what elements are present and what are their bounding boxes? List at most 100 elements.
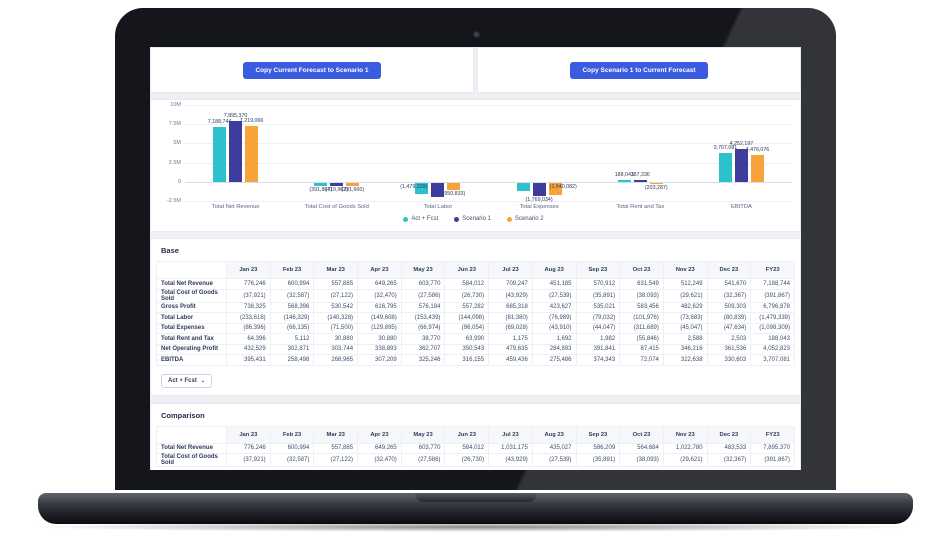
bar-scenario-1 [532, 182, 546, 197]
table-cell: 564,684 [619, 442, 664, 454]
table-cell: (32,587) [269, 288, 315, 303]
bar-group: 188,043 187,336 (203,287) [590, 105, 691, 201]
column-header: Mar 23 [313, 261, 359, 279]
column-header: May 23 [400, 425, 446, 444]
table-cell: 64,396 [226, 333, 271, 345]
bar-scenario-2 [346, 182, 360, 186]
copy-scenario1-to-current-forecast-button[interactable]: Copy Scenario 1 to Current Forecast [570, 61, 708, 79]
table-cell: 38,770 [400, 333, 446, 345]
table-cell: 584,012 [444, 442, 490, 454]
row-label: Total Cost of Goods Sold [156, 453, 227, 467]
table-cell: 631,549 [619, 278, 664, 290]
table-cell: 258,498 [269, 354, 315, 366]
table-cell: 72,074 [619, 354, 664, 366]
table-corner-cell [156, 261, 227, 279]
table-row: EBITDA 395,431 258,498 268,965 307,209 325,24… [156, 354, 795, 366]
table-cell: (81,380) [488, 312, 533, 324]
table-cell: (144,098) [444, 312, 490, 324]
table-cell: (233,618) [226, 312, 271, 324]
table-cell: (29,621) [662, 453, 708, 467]
table-cell: (35,891) [575, 288, 621, 303]
column-header: Mar 23 [313, 425, 359, 444]
bar-groups: 7,188,744 7,895,370 7,219,066 (391,867) (419… [185, 105, 792, 204]
table-cell: (76,989) [531, 312, 577, 324]
legend-dot-icon [403, 216, 409, 222]
table-cell: (129,895) [357, 322, 402, 334]
table-cell: 557,885 [313, 442, 359, 454]
bar-value-label: (419,967) [325, 187, 349, 194]
column-header: Dec 23 [706, 425, 752, 444]
bar-chart: 10M 7.5M 5M 2.5M 0 -2.5M 7,188,744 7,895,370 7,… [155, 102, 792, 204]
table-cell: 512,249 [662, 278, 708, 290]
data-table: Jan 23 Feb 23 Mar 23 Apr 23 May 23 Jun 23 Jul … [156, 425, 795, 467]
table-cell: 600,994 [269, 278, 315, 290]
table-row: Total Net Revenue 776,246 600,994 557,885 64… [156, 442, 795, 454]
y-axis-tick: 0 [177, 178, 181, 185]
bar-value-label: (391,660) [341, 186, 365, 193]
bar-scenario-2 [649, 182, 663, 185]
table-cell: 603,770 [400, 278, 446, 290]
table-cell: 584,012 [444, 278, 490, 290]
table-cell: 557,885 [313, 278, 359, 290]
bar-value-label: (1,769,034) [525, 197, 553, 204]
bar-scenario-2 [245, 126, 259, 182]
column-header: Sep 23 [575, 261, 621, 279]
base-section-card: Base Jan 23 Feb 23 Mar 23 Apr 23 May 23 Jun 2… [150, 238, 801, 396]
table-cell: 451,185 [531, 278, 577, 290]
table-cell: 459,436 [488, 354, 533, 366]
chart-plot-area: 7,188,744 7,895,370 7,219,066 (391,867) (419… [185, 105, 792, 204]
table-cell: (27,586) [400, 288, 446, 303]
table-cell: 338,893 [357, 343, 402, 355]
bar-act-fcst [415, 182, 429, 195]
row-label: Gross Profit [156, 301, 227, 313]
column-header: FY23 [750, 261, 795, 279]
column-header: Feb 23 [269, 425, 315, 444]
table-cell: 600,994 [269, 442, 315, 454]
table-row: Total Net Revenue 776,246 600,994 557,885 64… [156, 278, 795, 290]
laptop-base [38, 493, 913, 524]
bar-value-label: 7,895,370 [223, 113, 248, 120]
legend-item-scenario-2[interactable]: Scenario 2 [506, 216, 544, 222]
act-fcst-dropdown[interactable]: Act + Fcst ⌄ [161, 373, 213, 388]
gridline [185, 201, 792, 202]
table-cell: 268,965 [313, 354, 359, 366]
action-bar: Copy Current Forecast to Scenario 1 Copy… [150, 47, 801, 93]
table-cell: 649,265 [357, 278, 402, 290]
copy-forecast-card-left: Copy Current Forecast to Scenario 1 [150, 47, 474, 93]
chart-axis-spacer [155, 204, 185, 210]
table-cell: 284,893 [531, 343, 577, 355]
chart-category-label: Total Net Revenue [211, 204, 260, 210]
column-header: Nov 23 [662, 425, 708, 444]
table-cell: (101,976) [619, 312, 664, 324]
table-corner-cell [156, 425, 227, 444]
table-cell: (1,098,309) [750, 322, 795, 334]
table-cell: (32,367) [706, 288, 752, 303]
table-cell: 5,112 [269, 333, 315, 345]
bar-value-label: 7,188,744 [207, 118, 232, 125]
column-header: Oct 23 [619, 261, 664, 279]
table-cell: (79,032) [575, 312, 621, 324]
table-cell: 1,175 [488, 333, 533, 345]
bar-group: (1,769,034) (1,640,082) [489, 105, 590, 204]
table-cell: (140,328) [313, 312, 359, 324]
table-cell: 275,486 [531, 354, 577, 366]
column-header: Aug 23 [531, 261, 577, 279]
row-label: Total Expenses [156, 322, 227, 334]
table-cell: (73,683) [662, 312, 708, 324]
webcam-icon [473, 32, 479, 37]
legend-item-act-fcst[interactable]: Act + Fcst [403, 216, 438, 222]
gridline [185, 181, 792, 183]
chevron-down-icon: ⌄ [200, 377, 206, 384]
column-header: Aug 23 [531, 425, 577, 444]
app-screen: Copy Current Forecast to Scenario 1 Copy… [150, 47, 801, 470]
table-cell: 583,456 [619, 301, 664, 313]
table-cell: 685,318 [488, 301, 533, 313]
copy-current-forecast-to-scenario1-button[interactable]: Copy Current Forecast to Scenario 1 [243, 61, 381, 79]
column-header: Jan 23 [226, 261, 271, 279]
legend-item-scenario-1[interactable]: Scenario 1 [454, 216, 491, 222]
table-cell: (38,093) [619, 453, 664, 467]
bar-group: (391,867) (419,967) (391,660) [286, 105, 387, 201]
bar-value-label: (1,640,082) [549, 183, 577, 190]
y-axis-tick: 7.5M [168, 121, 181, 128]
table-cell: 3,707,081 [750, 354, 795, 366]
